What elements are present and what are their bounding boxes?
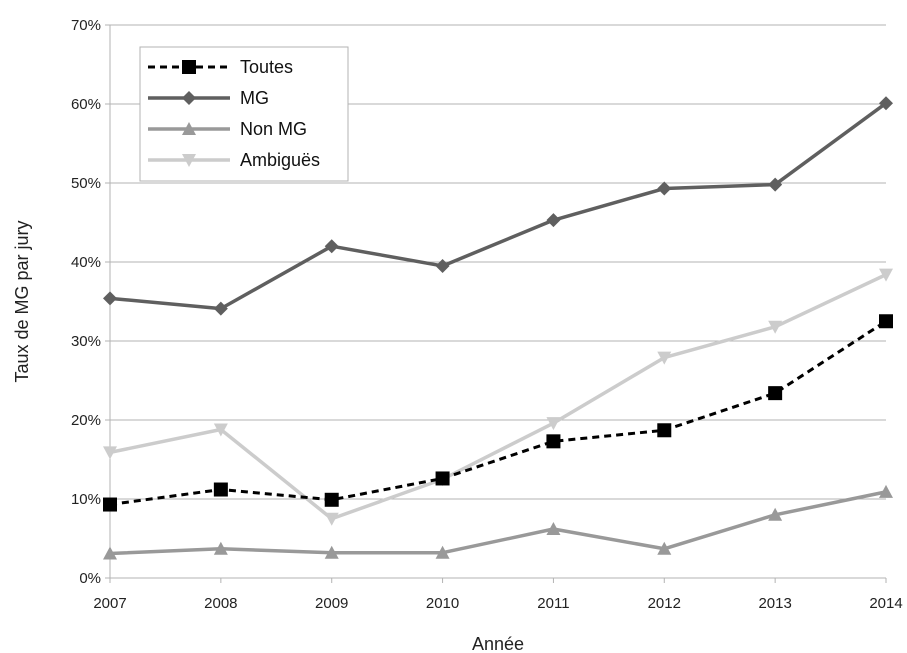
series-line-ambigu-s	[109, 273, 887, 521]
x-tick-label: 2008	[204, 595, 237, 612]
x-tick-label: 2014	[869, 595, 902, 612]
series-line-mg	[109, 101, 888, 311]
y-tick-label: 60%	[71, 96, 101, 113]
data-point-mg	[103, 291, 117, 306]
legend-label: MG	[240, 88, 269, 108]
data-point-toutes	[324, 492, 339, 507]
y-axis-title: Taux de MG par jury	[12, 220, 32, 382]
legend-entry-ambigu-s: Ambiguës	[148, 150, 320, 170]
series-layer	[103, 96, 893, 560]
data-point-ambigu-s	[213, 423, 228, 437]
legend-entry-non-mg: Non MG	[148, 119, 307, 139]
legend-swatch-marker	[182, 60, 196, 74]
x-tick-label: 2012	[648, 595, 681, 612]
x-tick-label: 2007	[93, 595, 126, 612]
y-tick-label: 10%	[71, 491, 101, 508]
data-point-toutes	[768, 386, 783, 401]
data-point-ambigu-s	[103, 446, 117, 460]
x-tick-label: 2011	[537, 595, 569, 612]
data-point-mg	[768, 177, 783, 192]
x-tick-label: 2010	[426, 595, 459, 612]
data-point-non-mg	[768, 507, 783, 521]
series-toutes	[103, 314, 893, 512]
legend-swatch-marker	[182, 91, 196, 105]
data-point-toutes	[657, 423, 672, 438]
data-point-non-mg	[324, 545, 339, 559]
legend-entry-toutes: Toutes	[148, 57, 293, 77]
series-mg	[103, 96, 893, 316]
y-tick-label: 40%	[71, 254, 101, 271]
legend-label: Ambiguës	[240, 150, 320, 170]
data-point-non-mg	[546, 522, 561, 536]
y-tick-label: 70%	[71, 17, 101, 34]
data-point-mg	[435, 258, 450, 273]
legend-label: Toutes	[240, 57, 293, 77]
data-point-mg	[657, 181, 672, 196]
data-point-non-mg	[435, 545, 450, 559]
data-point-toutes	[213, 482, 228, 497]
x-axis-title: Année	[472, 634, 524, 653]
data-point-mg	[324, 239, 339, 254]
x-tick-label: 2013	[758, 595, 791, 612]
data-point-ambigu-s	[768, 320, 783, 334]
y-tick-label: 20%	[71, 412, 101, 429]
series-non-mg	[103, 484, 893, 560]
x-tick-label: 2009	[315, 595, 348, 612]
data-point-non-mg	[879, 484, 893, 498]
legend: Toutes MG Non MG Ambiguës	[139, 46, 349, 182]
legend-swatch-marker	[182, 154, 196, 167]
data-point-non-mg	[657, 541, 672, 555]
series-line-toutes	[109, 319, 887, 507]
y-tick-label: 50%	[71, 175, 101, 192]
data-point-ambigu-s	[546, 417, 561, 431]
series-line-non-mg	[109, 490, 887, 556]
data-point-ambigu-s	[879, 268, 893, 282]
data-point-ambigu-s	[657, 351, 672, 365]
data-point-non-mg	[103, 546, 117, 560]
data-point-mg	[546, 213, 561, 228]
y-tick-label: 0%	[79, 570, 101, 587]
legend-entry-mg: MG	[148, 88, 269, 108]
legend-label: Non MG	[240, 119, 307, 139]
data-point-ambigu-s	[324, 512, 339, 526]
data-point-non-mg	[213, 541, 228, 555]
data-point-mg	[213, 301, 228, 316]
y-tick-label: 30%	[71, 333, 101, 350]
data-point-toutes	[435, 471, 450, 486]
data-point-toutes	[879, 314, 893, 329]
legend-swatch-marker	[182, 122, 196, 135]
data-point-mg	[879, 96, 893, 111]
data-point-toutes	[103, 497, 117, 512]
data-point-toutes	[546, 434, 561, 449]
